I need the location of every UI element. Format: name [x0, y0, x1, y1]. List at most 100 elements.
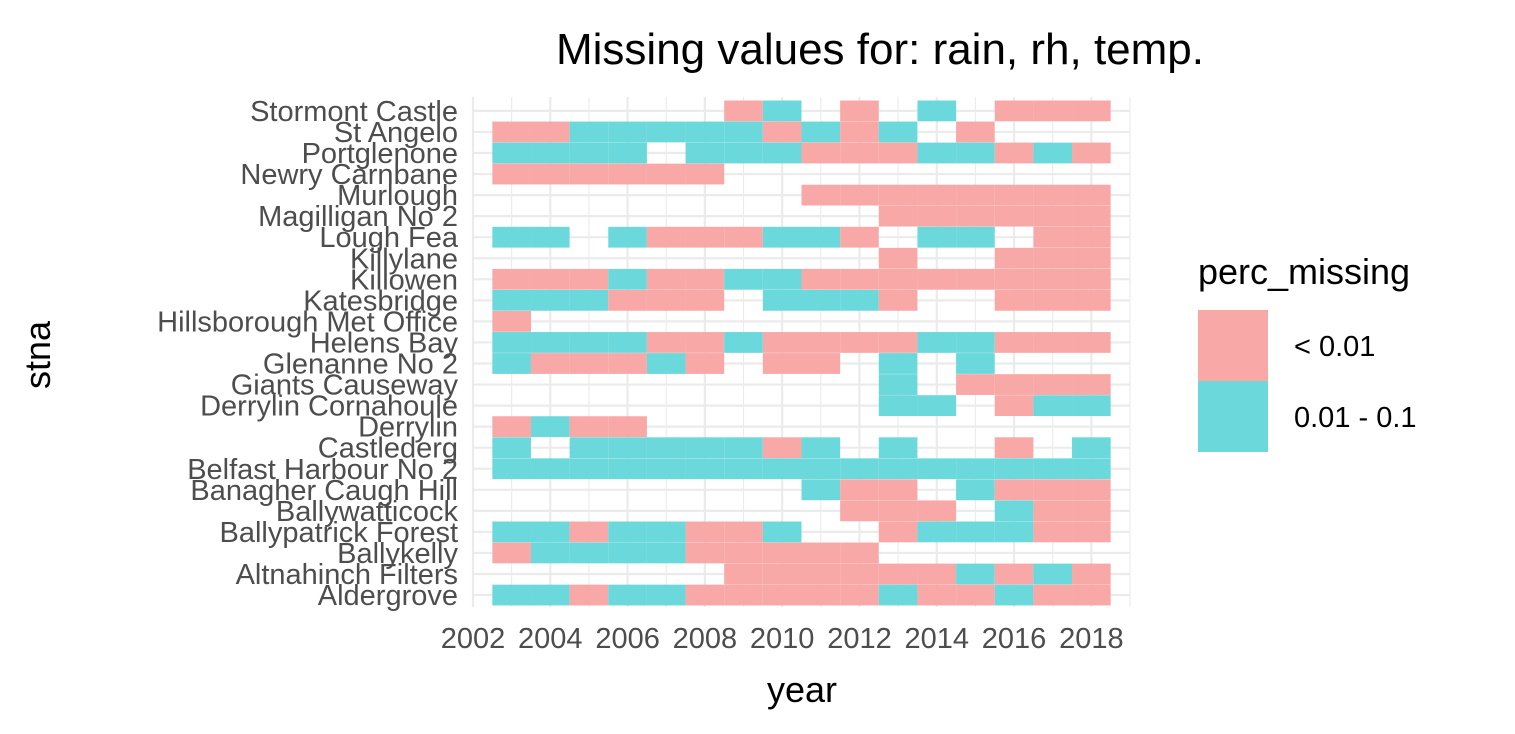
heatmap-cell — [840, 289, 879, 311]
heatmap-cell — [878, 479, 918, 501]
heatmap-cell — [878, 332, 918, 353]
heatmap-cell — [646, 332, 686, 353]
heatmap-cell — [994, 289, 1034, 311]
heatmap-cell — [1072, 584, 1111, 606]
heatmap-cell — [878, 289, 918, 311]
heatmap-cell — [530, 416, 570, 438]
heatmap-cell — [762, 563, 802, 585]
heatmap-cell — [1033, 395, 1073, 416]
y-tick-label: Ballykelly — [337, 538, 458, 570]
heatmap-cell — [840, 584, 879, 606]
heatmap-cell — [569, 121, 609, 143]
heatmap-cell — [762, 332, 802, 353]
heatmap-cell — [1033, 500, 1073, 522]
y-tick-label: Castlederg — [318, 433, 458, 465]
heatmap-cell — [840, 563, 879, 585]
heatmap-cell — [569, 416, 609, 438]
x-tick-label: 2014 — [905, 623, 970, 655]
heatmap-cell — [569, 437, 609, 459]
y-tick-label: Giants Causeway — [231, 370, 459, 402]
heatmap-cell — [956, 184, 995, 206]
y-tick-label: St Angelo — [334, 117, 458, 149]
y-tick-label: Stormont Castle — [250, 96, 458, 128]
heatmap-cell — [685, 437, 725, 459]
x-tick-label: 2004 — [518, 623, 583, 655]
heatmap-cell — [878, 184, 918, 206]
heatmap-cell — [801, 226, 841, 248]
heatmap-cell — [685, 521, 725, 543]
heatmap-cell — [1072, 247, 1111, 269]
heatmap-cell — [1033, 458, 1073, 480]
heatmap-cell — [608, 458, 647, 480]
heatmap-cell — [492, 268, 531, 290]
y-tick-label: Altnahinch Filters — [236, 559, 458, 591]
heatmap-cell — [994, 184, 1034, 206]
heatmap-cell — [1033, 142, 1073, 164]
heatmap-cell — [646, 584, 686, 606]
heatmap-cell — [569, 521, 609, 543]
heatmap-cell — [801, 584, 841, 606]
y-tick-label: Katesbridge — [303, 285, 458, 317]
y-tick-label: Derrylin — [358, 412, 458, 444]
heatmap-cell — [492, 521, 531, 543]
heatmap-cell — [994, 584, 1034, 606]
heatmap-cell — [762, 353, 802, 374]
heatmap-cell — [530, 584, 570, 606]
heatmap-cell — [646, 268, 686, 290]
heatmap-cell — [878, 374, 918, 395]
legend-swatch-mid — [1198, 381, 1268, 452]
heatmap-cell — [878, 458, 918, 480]
heatmap-cell — [762, 226, 802, 248]
heatmap-cell — [569, 332, 609, 353]
heatmap-cell — [530, 353, 570, 374]
heatmap-cell — [492, 353, 531, 374]
heatmap-cell — [608, 289, 647, 311]
heatmap-cell — [840, 121, 879, 143]
heatmap-cell — [1033, 521, 1073, 543]
heatmap-cell — [840, 458, 879, 480]
heatmap-cell — [917, 458, 957, 480]
y-tick-label: Belfast Harbour No 2 — [187, 454, 458, 486]
heatmap-cell — [1033, 184, 1073, 206]
heatmap-cell — [917, 184, 957, 206]
heatmap-cell — [1033, 563, 1073, 585]
x-axis-title: year — [767, 669, 837, 710]
heatmap-cell — [1072, 268, 1111, 290]
heatmap-cell — [646, 289, 686, 311]
heatmap-cell — [801, 563, 841, 585]
y-tick-label: Newry Carnbane — [240, 159, 458, 191]
heatmap-cell — [917, 142, 957, 164]
x-tick-label: 2012 — [827, 623, 892, 655]
heatmap-cell — [878, 121, 918, 143]
y-tick-label: Ballypatrick Forest — [219, 517, 458, 549]
heatmap-cell — [956, 374, 995, 395]
heatmap-cell — [840, 500, 879, 522]
heatmap-cell — [801, 332, 841, 353]
heatmap-cell — [530, 121, 570, 143]
heatmap-cell — [840, 479, 879, 501]
heatmap-cell — [492, 416, 531, 438]
heatmap-cell — [994, 437, 1034, 459]
heatmap-cell — [724, 437, 763, 459]
legend-title: perc_missing — [1198, 251, 1410, 292]
heatmap-cell — [956, 268, 995, 290]
heatmap-cell — [1072, 332, 1111, 353]
heatmap-cell — [801, 353, 841, 374]
heatmap-cell — [956, 584, 995, 606]
heatmap-cell — [646, 521, 686, 543]
chart-title: Missing values for: rain, rh, temp. — [556, 25, 1204, 74]
heatmap-cell — [685, 458, 725, 480]
y-tick-label: Aldergrove — [318, 580, 458, 612]
heatmap-cell — [685, 121, 725, 143]
heatmap-cell — [724, 100, 763, 122]
heatmap-cell — [492, 584, 531, 606]
heatmap-cell — [762, 521, 802, 543]
heatmap-cell — [608, 584, 647, 606]
heatmap-cell — [724, 584, 763, 606]
heatmap-cell — [762, 121, 802, 143]
y-tick-label: Helens Bay — [310, 327, 459, 359]
heatmap-cell — [685, 142, 725, 164]
heatmap-cell — [1033, 374, 1073, 395]
heatmap-cell — [492, 542, 531, 564]
